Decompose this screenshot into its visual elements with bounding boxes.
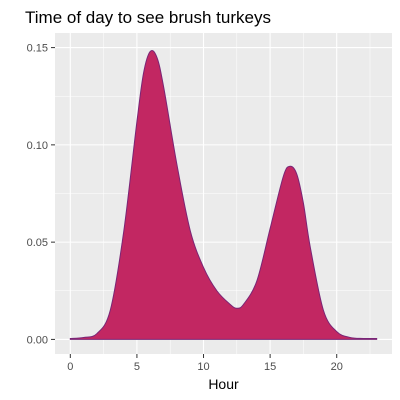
density-area [69,49,378,340]
y-tick-label: 0.10 [27,140,48,152]
x-axis-ticks: 0 5 10 15 20 [67,354,343,373]
x-axis-title: Hour [208,376,239,392]
x-tick-label: 20 [331,361,343,373]
y-axis-ticks: 0.00 0.05 0.10 0.15 [27,43,55,346]
x-tick-label: 10 [197,361,209,373]
y-tick-label: 0.00 [27,334,48,346]
y-tick-label: 0.05 [27,237,48,249]
x-tick-label: 0 [67,361,73,373]
chart-title: Time of day to see brush turkeys [25,8,271,27]
x-tick-label: 15 [264,361,276,373]
y-tick-label: 0.15 [27,43,48,55]
x-tick-label: 5 [134,361,140,373]
